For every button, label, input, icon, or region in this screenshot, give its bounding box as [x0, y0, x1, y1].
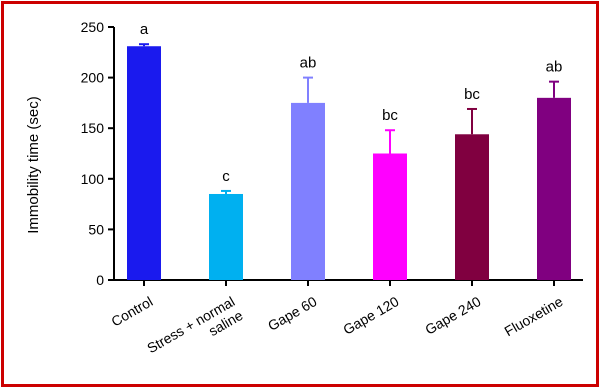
- significance-label: ab: [546, 59, 563, 76]
- x-tick-label: Gape 240: [422, 293, 483, 338]
- y-tick-label: 50: [88, 221, 104, 237]
- bar: [537, 97, 571, 280]
- bars: [127, 43, 571, 281]
- x-tick-label: Gape 120: [340, 293, 401, 338]
- y-tick-label: 250: [81, 19, 105, 35]
- significance-label: c: [222, 168, 230, 185]
- bar: [373, 153, 407, 280]
- bar: [291, 102, 325, 281]
- significance-label: bc: [382, 107, 398, 124]
- y-axis-title: Immobility time (sec): [25, 96, 42, 234]
- bar: [455, 134, 489, 280]
- x-tick-label-line: Fluoxetine: [502, 293, 566, 339]
- bar: [127, 46, 161, 281]
- significance-label: bc: [464, 86, 480, 103]
- x-tick-label-line: Gape 240: [422, 293, 483, 338]
- x-tick-label-line: Gape 60: [265, 293, 320, 334]
- axes: 0 50 100 150 200 250: [81, 19, 583, 288]
- y-tick-label: 150: [81, 120, 105, 136]
- significance-label: a: [140, 21, 149, 38]
- y-tick-label: 100: [81, 171, 105, 187]
- x-tick-label: Fluoxetine: [502, 293, 566, 339]
- x-tick-label-line: Control: [108, 293, 155, 329]
- x-tick-label-line: Gape 120: [340, 293, 401, 338]
- y-tick-label: 200: [81, 70, 105, 86]
- y-tick-label: 0: [96, 272, 104, 288]
- bar: [209, 193, 243, 280]
- x-tick-label: Control: [108, 293, 155, 329]
- significance-label: ab: [300, 55, 317, 72]
- x-tick-label: Gape 60: [265, 293, 320, 334]
